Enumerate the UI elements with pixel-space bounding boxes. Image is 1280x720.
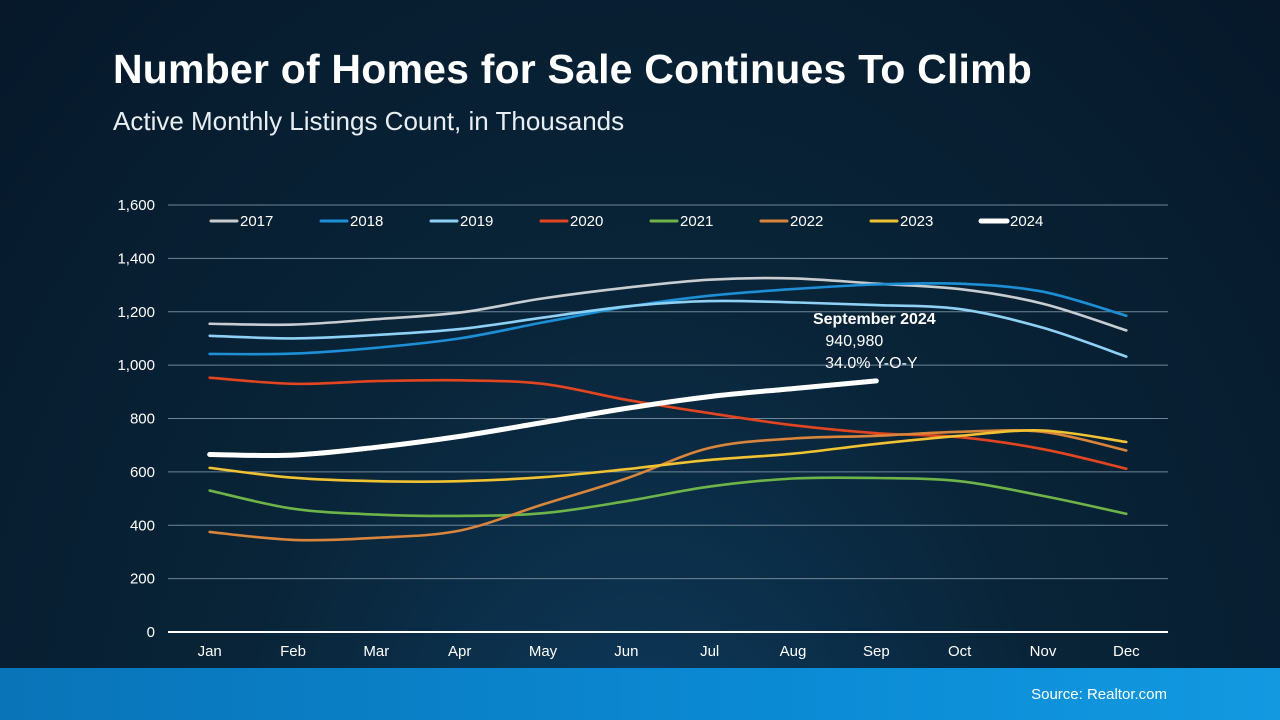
x-tick-label: Aug	[780, 643, 807, 660]
source-label: Source: Realtor.com	[1031, 686, 1167, 703]
x-tick-label: Feb	[280, 643, 306, 660]
x-axis-ticks: Jan Feb Mar Apr May Jun Jul Aug Sep Oct Nov Dec	[198, 643, 1141, 660]
y-tick-label: 0	[147, 624, 155, 641]
y-tick-label: 800	[130, 411, 155, 428]
legend-label-2020: 2020	[570, 213, 603, 230]
x-tick-label: Sep	[863, 643, 890, 660]
series-line-2023	[208, 429, 1128, 483]
annotation-change: 34.0% Y-O-Y	[825, 355, 918, 372]
legend-label-2018: 2018	[350, 213, 383, 230]
series-line-2021	[208, 476, 1128, 518]
y-axis-ticks: 0 200 400 600 800 1,000 1,200 1,400 1,600	[117, 197, 155, 641]
series-line-2018	[208, 281, 1128, 356]
footer-bar: Source: Realtor.com	[0, 668, 1280, 720]
y-tick-label: 1,600	[117, 197, 155, 214]
series-line-2019	[208, 299, 1128, 358]
series-line-2024	[207, 378, 879, 459]
x-tick-label: Jun	[614, 643, 638, 660]
series-line-2022	[208, 428, 1128, 542]
x-tick-label: Jul	[700, 643, 719, 660]
legend-label-2024: 2024	[1010, 213, 1043, 230]
y-tick-label: 600	[130, 464, 155, 481]
annotation-label: September 2024	[813, 311, 936, 328]
chart-title: Number of Homes for Sale Continues To Cl…	[113, 46, 1033, 92]
x-tick-label: Apr	[448, 643, 471, 660]
series-lines	[207, 276, 1128, 542]
y-tick-label: 200	[130, 571, 155, 588]
legend-label-2019: 2019	[460, 213, 493, 230]
series-line-2020	[208, 376, 1128, 470]
legend-label-2023: 2023	[900, 213, 933, 230]
x-tick-label: Dec	[1113, 643, 1140, 660]
x-tick-label: Mar	[363, 643, 389, 660]
annotation-value: 940,980	[825, 333, 883, 350]
line-chart: 0 200 400 600 800 1,000 1,200 1,400 1,600 Jan Feb…	[117, 197, 1168, 660]
legend-label-2022: 2022	[790, 213, 823, 230]
chart-subtitle: Active Monthly Listings Count, in Thousa…	[113, 106, 625, 136]
legend-label-2021: 2021	[680, 213, 713, 230]
gridlines	[168, 204, 1168, 580]
y-tick-label: 1,200	[117, 304, 155, 321]
callout-annotation: September 2024 940,980 34.0% Y-O-Y	[813, 311, 936, 372]
legend-label-2017: 2017	[240, 213, 273, 230]
series-line-2017	[208, 276, 1128, 332]
x-tick-label: Nov	[1030, 643, 1057, 660]
x-tick-label: Oct	[948, 643, 972, 660]
x-tick-label: Jan	[198, 643, 222, 660]
y-tick-label: 1,000	[117, 357, 155, 374]
y-tick-label: 400	[130, 517, 155, 534]
y-tick-label: 1,400	[117, 250, 155, 267]
legend: 2017 2018 2019 2020 2021 2022 2023 2024	[209, 213, 1043, 230]
x-tick-label: May	[529, 643, 558, 660]
